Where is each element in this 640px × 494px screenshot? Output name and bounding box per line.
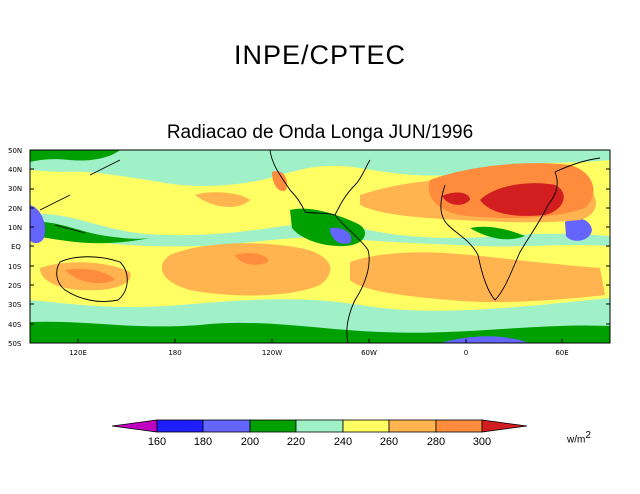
coast-north-america [269, 150, 371, 216]
olr-band-300-arabia [480, 183, 564, 216]
lat-label-10n: 10N [8, 224, 22, 232]
legend-swatch-280-300 [435, 419, 483, 433]
legend-units: w/m2 [567, 430, 591, 445]
olr-band-260-280-northpac [195, 192, 250, 207]
olr-band-200-220-westpac [30, 221, 150, 244]
coast-australia [56, 256, 128, 302]
lat-label-40s: 40S [8, 321, 22, 329]
lat-label-50s: 50S [8, 340, 22, 348]
coast-south-america [334, 214, 370, 343]
lon-label-60e: 60E [555, 349, 568, 357]
legend-swatch-160-180 [156, 419, 204, 433]
lon-label-60w: 60W [361, 349, 377, 357]
map-subtitle: Radiacao de Onda Longa JUN/1996 [166, 122, 474, 143]
lat-label-20n: 20N [8, 205, 22, 213]
lat-label-eq: EQ [11, 243, 21, 251]
lon-ticks [77, 339, 563, 343]
olr-band-200-220-south [30, 321, 610, 343]
coast-asia [554, 157, 601, 173]
legend-label-280: 280 [427, 436, 445, 448]
lat-label-40n: 40N [8, 166, 22, 174]
lat-label-10s: 10S [8, 263, 22, 271]
legend-swatch-220-240 [295, 419, 344, 433]
lat-label-30s: 30S [8, 301, 22, 309]
olr-band-200-220-north [30, 150, 120, 162]
olr-band-180-200-south [440, 336, 530, 343]
olr-band-300-sahara-west [442, 192, 470, 205]
coastlines [39, 150, 601, 343]
lat-label-50n: 50N [8, 147, 22, 155]
legend-label-260: 260 [380, 436, 398, 448]
legend-swatch-200-220 [249, 419, 297, 433]
lat-label-20s: 20S [8, 282, 22, 290]
color-legend [111, 419, 528, 433]
olr-band-280-300-southpac [235, 252, 269, 265]
legend-label-200: 200 [241, 436, 259, 448]
olr-band-220-240-north [30, 150, 610, 186]
lon-label-120e: 120E [69, 349, 87, 357]
coast-maritime-continent [39, 194, 86, 234]
lat-ticks [30, 149, 610, 325]
units-exponent: 2 [585, 430, 591, 441]
coast-japan [89, 159, 121, 176]
legend-arrow-below-160 [111, 419, 158, 433]
legend-label-220: 220 [287, 436, 305, 448]
olr-band-180-200-indian [565, 218, 592, 241]
olr-band-280-300-mexico [272, 171, 288, 192]
legend-arrow-above-300 [481, 419, 528, 433]
legend-label-180: 180 [194, 436, 212, 448]
lat-label-30n: 30N [8, 185, 22, 193]
legend-label-240: 240 [334, 436, 352, 448]
olr-band-260-280-southpac [161, 243, 331, 296]
legend-swatch-240-260 [342, 419, 390, 433]
olr-band-280-300-australia [65, 268, 115, 284]
olr-band-260-280-southatl [350, 252, 605, 303]
lon-label-180: 180 [168, 349, 181, 357]
olr-band-180-200-americas [330, 227, 352, 244]
legend-label-300: 300 [473, 436, 491, 448]
lon-label-120w: 120W [262, 349, 282, 357]
legend-swatch-260-280 [388, 419, 437, 433]
units-base: w/m [567, 434, 586, 446]
lon-label-0: 0 [464, 349, 468, 357]
coast-africa [440, 171, 558, 301]
legend-label-160: 160 [148, 436, 166, 448]
olr-band-200-220-africa [470, 226, 525, 240]
legend-swatch-180-200 [202, 419, 251, 433]
organization-title: INPE/CPTEC [233, 40, 407, 70]
olr-band-180-200-maritime [30, 205, 46, 244]
olr-contour-field [30, 150, 610, 343]
